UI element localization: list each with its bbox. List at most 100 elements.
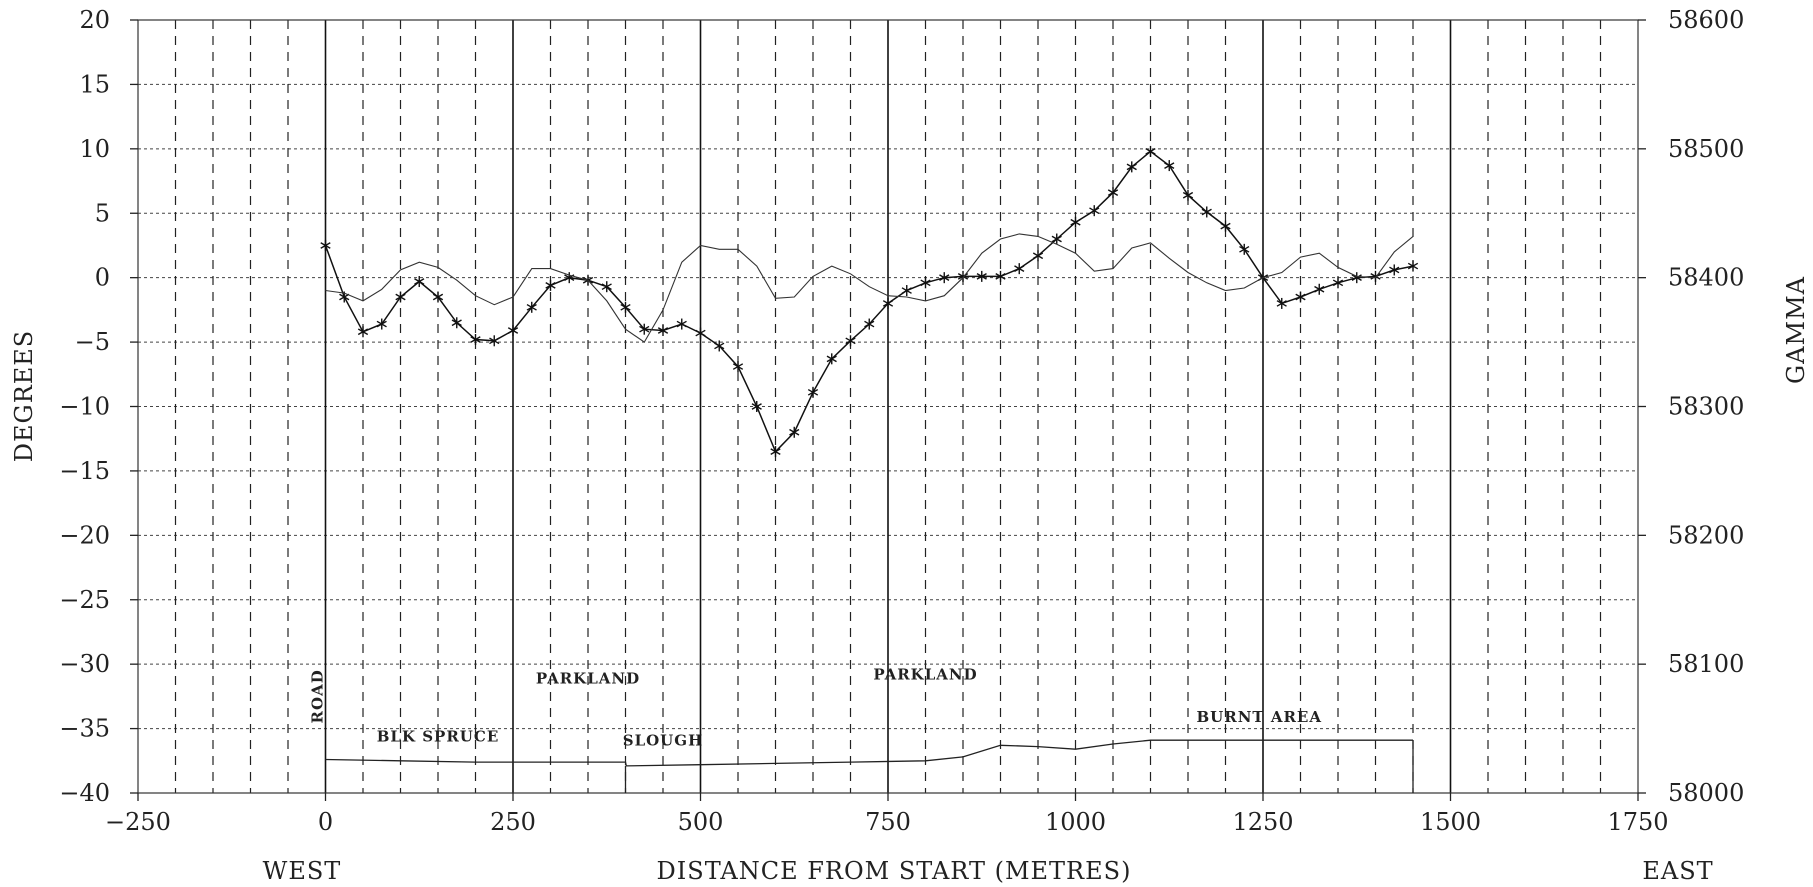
data-point xyxy=(1070,216,1081,228)
west-label: WEST xyxy=(263,857,342,885)
data-point xyxy=(395,291,406,303)
data-point xyxy=(639,323,650,335)
data-point xyxy=(1182,189,1194,201)
series-line-2 xyxy=(325,739,1413,767)
data-point xyxy=(1164,160,1175,172)
data-point xyxy=(357,326,369,338)
data-point xyxy=(920,277,931,289)
y2-tick-label: 58000 xyxy=(1668,779,1744,807)
data-point xyxy=(489,335,500,347)
x-tick-label: 250 xyxy=(490,808,536,836)
data-point xyxy=(695,327,706,339)
data-point xyxy=(1276,297,1287,309)
y-tick-label: −30 xyxy=(59,650,110,678)
data-point xyxy=(1201,206,1212,218)
y-tick-label: −15 xyxy=(59,457,110,485)
data-point xyxy=(1220,220,1231,232)
data-point xyxy=(826,353,837,365)
data-point xyxy=(751,401,762,412)
y2-tick-label: 58100 xyxy=(1668,650,1744,678)
data-point xyxy=(526,301,537,313)
data-point xyxy=(620,301,631,313)
data-point xyxy=(1107,187,1119,199)
y-axis-title: DEGREES xyxy=(10,330,38,462)
data-point xyxy=(1014,263,1025,275)
x-tick-label: 1000 xyxy=(1045,808,1106,836)
data-point xyxy=(770,446,781,458)
data-point xyxy=(807,386,819,398)
data-point xyxy=(714,340,725,352)
data-point xyxy=(1314,283,1325,295)
y2-tick-label: 58500 xyxy=(1668,135,1744,163)
x-tick-label: 750 xyxy=(865,808,911,836)
annotation-label: PARKLAND xyxy=(536,669,640,687)
y2-tick-label: 58400 xyxy=(1668,264,1744,292)
series-layer xyxy=(320,145,1419,793)
data-point xyxy=(1126,161,1137,173)
data-point xyxy=(676,318,687,330)
tick-labels: −250 0 250 500 750 1000 1250 1500 1750 20 15 10 5 0 −5… xyxy=(59,6,1744,836)
annotation-label: BLK SPRUCE xyxy=(377,727,500,745)
y-tick-label: 5 xyxy=(95,199,110,227)
data-point xyxy=(1407,260,1419,272)
data-point xyxy=(1145,145,1156,157)
annotation-label: BURNT AREA xyxy=(1197,708,1323,726)
y-tick-label: 20 xyxy=(79,6,110,34)
x-tick-label: 1500 xyxy=(1420,808,1481,836)
y-tick-label: −40 xyxy=(59,779,110,807)
east-label: EAST xyxy=(1642,857,1713,885)
data-point xyxy=(882,297,894,309)
data-point xyxy=(657,324,669,336)
y-tick-label: −25 xyxy=(59,586,110,614)
x-tick-label: 1750 xyxy=(1607,808,1668,836)
data-point xyxy=(1332,277,1344,289)
y2-tick-label: 58600 xyxy=(1668,6,1744,34)
data-point xyxy=(376,318,387,330)
y-tick-label: −20 xyxy=(59,521,110,549)
y-tick-label: 10 xyxy=(79,135,110,163)
annotation-label: SLOUGH xyxy=(623,731,704,749)
x-tick-label: −250 xyxy=(105,808,171,836)
data-point xyxy=(451,317,462,329)
data-point xyxy=(939,272,950,284)
data-point xyxy=(601,281,612,293)
x-tick-label: 1250 xyxy=(1232,808,1293,836)
data-point xyxy=(470,334,481,346)
x-tick-label: 0 xyxy=(318,808,333,836)
x-tick-label: 500 xyxy=(678,808,724,836)
data-point xyxy=(432,291,444,303)
data-point xyxy=(957,270,969,282)
data-point xyxy=(976,270,987,282)
data-point xyxy=(1051,233,1062,245)
y2-tick-label: 58200 xyxy=(1668,521,1744,549)
y-tick-label: 0 xyxy=(95,264,110,292)
data-point xyxy=(1389,264,1400,276)
data-point xyxy=(1089,205,1100,217)
data-point xyxy=(732,361,744,373)
data-point xyxy=(507,324,519,336)
data-point xyxy=(901,285,912,297)
annotation-label: ROAD xyxy=(309,669,327,723)
data-point xyxy=(320,239,331,251)
annotations: ROAD BLK SPRUCE PARKLAND SLOUGH PARKLAND BURN… xyxy=(309,666,1323,750)
data-point xyxy=(995,270,1006,282)
y-tick-label: −35 xyxy=(59,715,110,743)
y-tick-label: 15 xyxy=(79,70,110,98)
data-point xyxy=(1239,243,1250,255)
grid xyxy=(130,19,1646,801)
annotation-label: PARKLAND xyxy=(873,666,977,684)
y-tick-label: −5 xyxy=(75,328,110,356)
series-line-1 xyxy=(325,233,1414,343)
data-point xyxy=(1295,291,1306,303)
data-point xyxy=(845,335,856,347)
y-tick-label: −10 xyxy=(59,393,110,421)
data-point xyxy=(1351,272,1362,284)
y2-tick-label: 58300 xyxy=(1668,393,1744,421)
data-point xyxy=(789,426,800,438)
x-axis-title: DISTANCE FROM START (METRES) xyxy=(657,857,1132,885)
data-point xyxy=(1032,250,1044,262)
data-point xyxy=(1370,270,1381,282)
data-point xyxy=(864,318,875,330)
data-point xyxy=(545,279,556,291)
